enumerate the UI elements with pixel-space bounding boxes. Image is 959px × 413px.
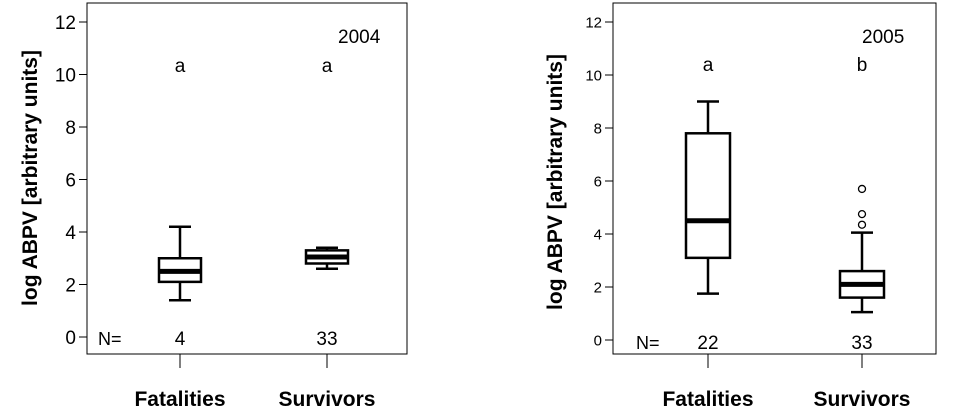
y-tick-label: 10: [585, 67, 602, 84]
y-axis-ticks: 0 2 4 6 8 10 12: [585, 14, 613, 349]
category-labels: Fatalities Survivors: [134, 354, 375, 411]
y-axis-ticks: 0 2 4 6 8 10 12: [55, 13, 87, 349]
y-axis-label: log ABPV [arbitrary units]: [544, 54, 567, 310]
n-value: 22: [697, 333, 718, 354]
plot-frame: [612, 2, 937, 355]
x-category-label: Fatalities: [662, 388, 753, 411]
y-tick-label: 12: [55, 13, 76, 34]
y-tick-label: 4: [65, 223, 76, 244]
y-tick-label: 12: [585, 14, 602, 31]
box-marks: a 4 a 33: [157, 56, 350, 350]
year-annotation: 2004: [338, 27, 381, 48]
y-tick-label: 2: [594, 279, 602, 296]
y-tick-label: 0: [594, 332, 602, 349]
y-tick-label: 0: [65, 328, 76, 349]
n-prefix-label: N=: [98, 329, 122, 349]
y-tick-label: 6: [594, 173, 602, 190]
outlier-point: [857, 184, 867, 194]
y-tick-label: 4: [594, 226, 602, 243]
y-tick-label: 8: [65, 118, 76, 139]
plot-frame: [86, 2, 408, 355]
x-category-label: Fatalities: [134, 388, 225, 411]
n-prefix-label: N=: [636, 333, 660, 353]
n-value: 4: [175, 329, 186, 350]
outlier-point: [857, 209, 867, 219]
y-tick-label: 6: [65, 170, 76, 191]
box-marks: a 22 b 33: [684, 55, 886, 354]
y-tick-label: 8: [594, 120, 602, 137]
panel-2005: log ABPV [arbitrary units] 2005 N= 0 2 4 6 8…: [544, 2, 937, 411]
panel-2004: log ABPV [arbitrary units] 2004 N= 0 2 4 6 8…: [19, 2, 408, 411]
group-letter: a: [322, 56, 333, 77]
category-labels: Fatalities Survivors: [662, 354, 910, 411]
x-category-label: Survivors: [814, 388, 911, 411]
y-tick-label: 10: [55, 65, 76, 86]
iqr-box: [684, 132, 732, 260]
x-category-label: Survivors: [279, 388, 376, 411]
outlier-point: [857, 220, 867, 229]
y-tick-label: 2: [65, 275, 76, 296]
n-value: 33: [851, 333, 872, 354]
group-letter: b: [857, 55, 868, 76]
n-value: 33: [316, 329, 337, 350]
group-letter: a: [703, 55, 714, 76]
group-letter: a: [175, 56, 186, 77]
year-annotation: 2005: [862, 27, 904, 48]
y-axis-label: log ABPV [arbitrary units]: [19, 50, 42, 306]
